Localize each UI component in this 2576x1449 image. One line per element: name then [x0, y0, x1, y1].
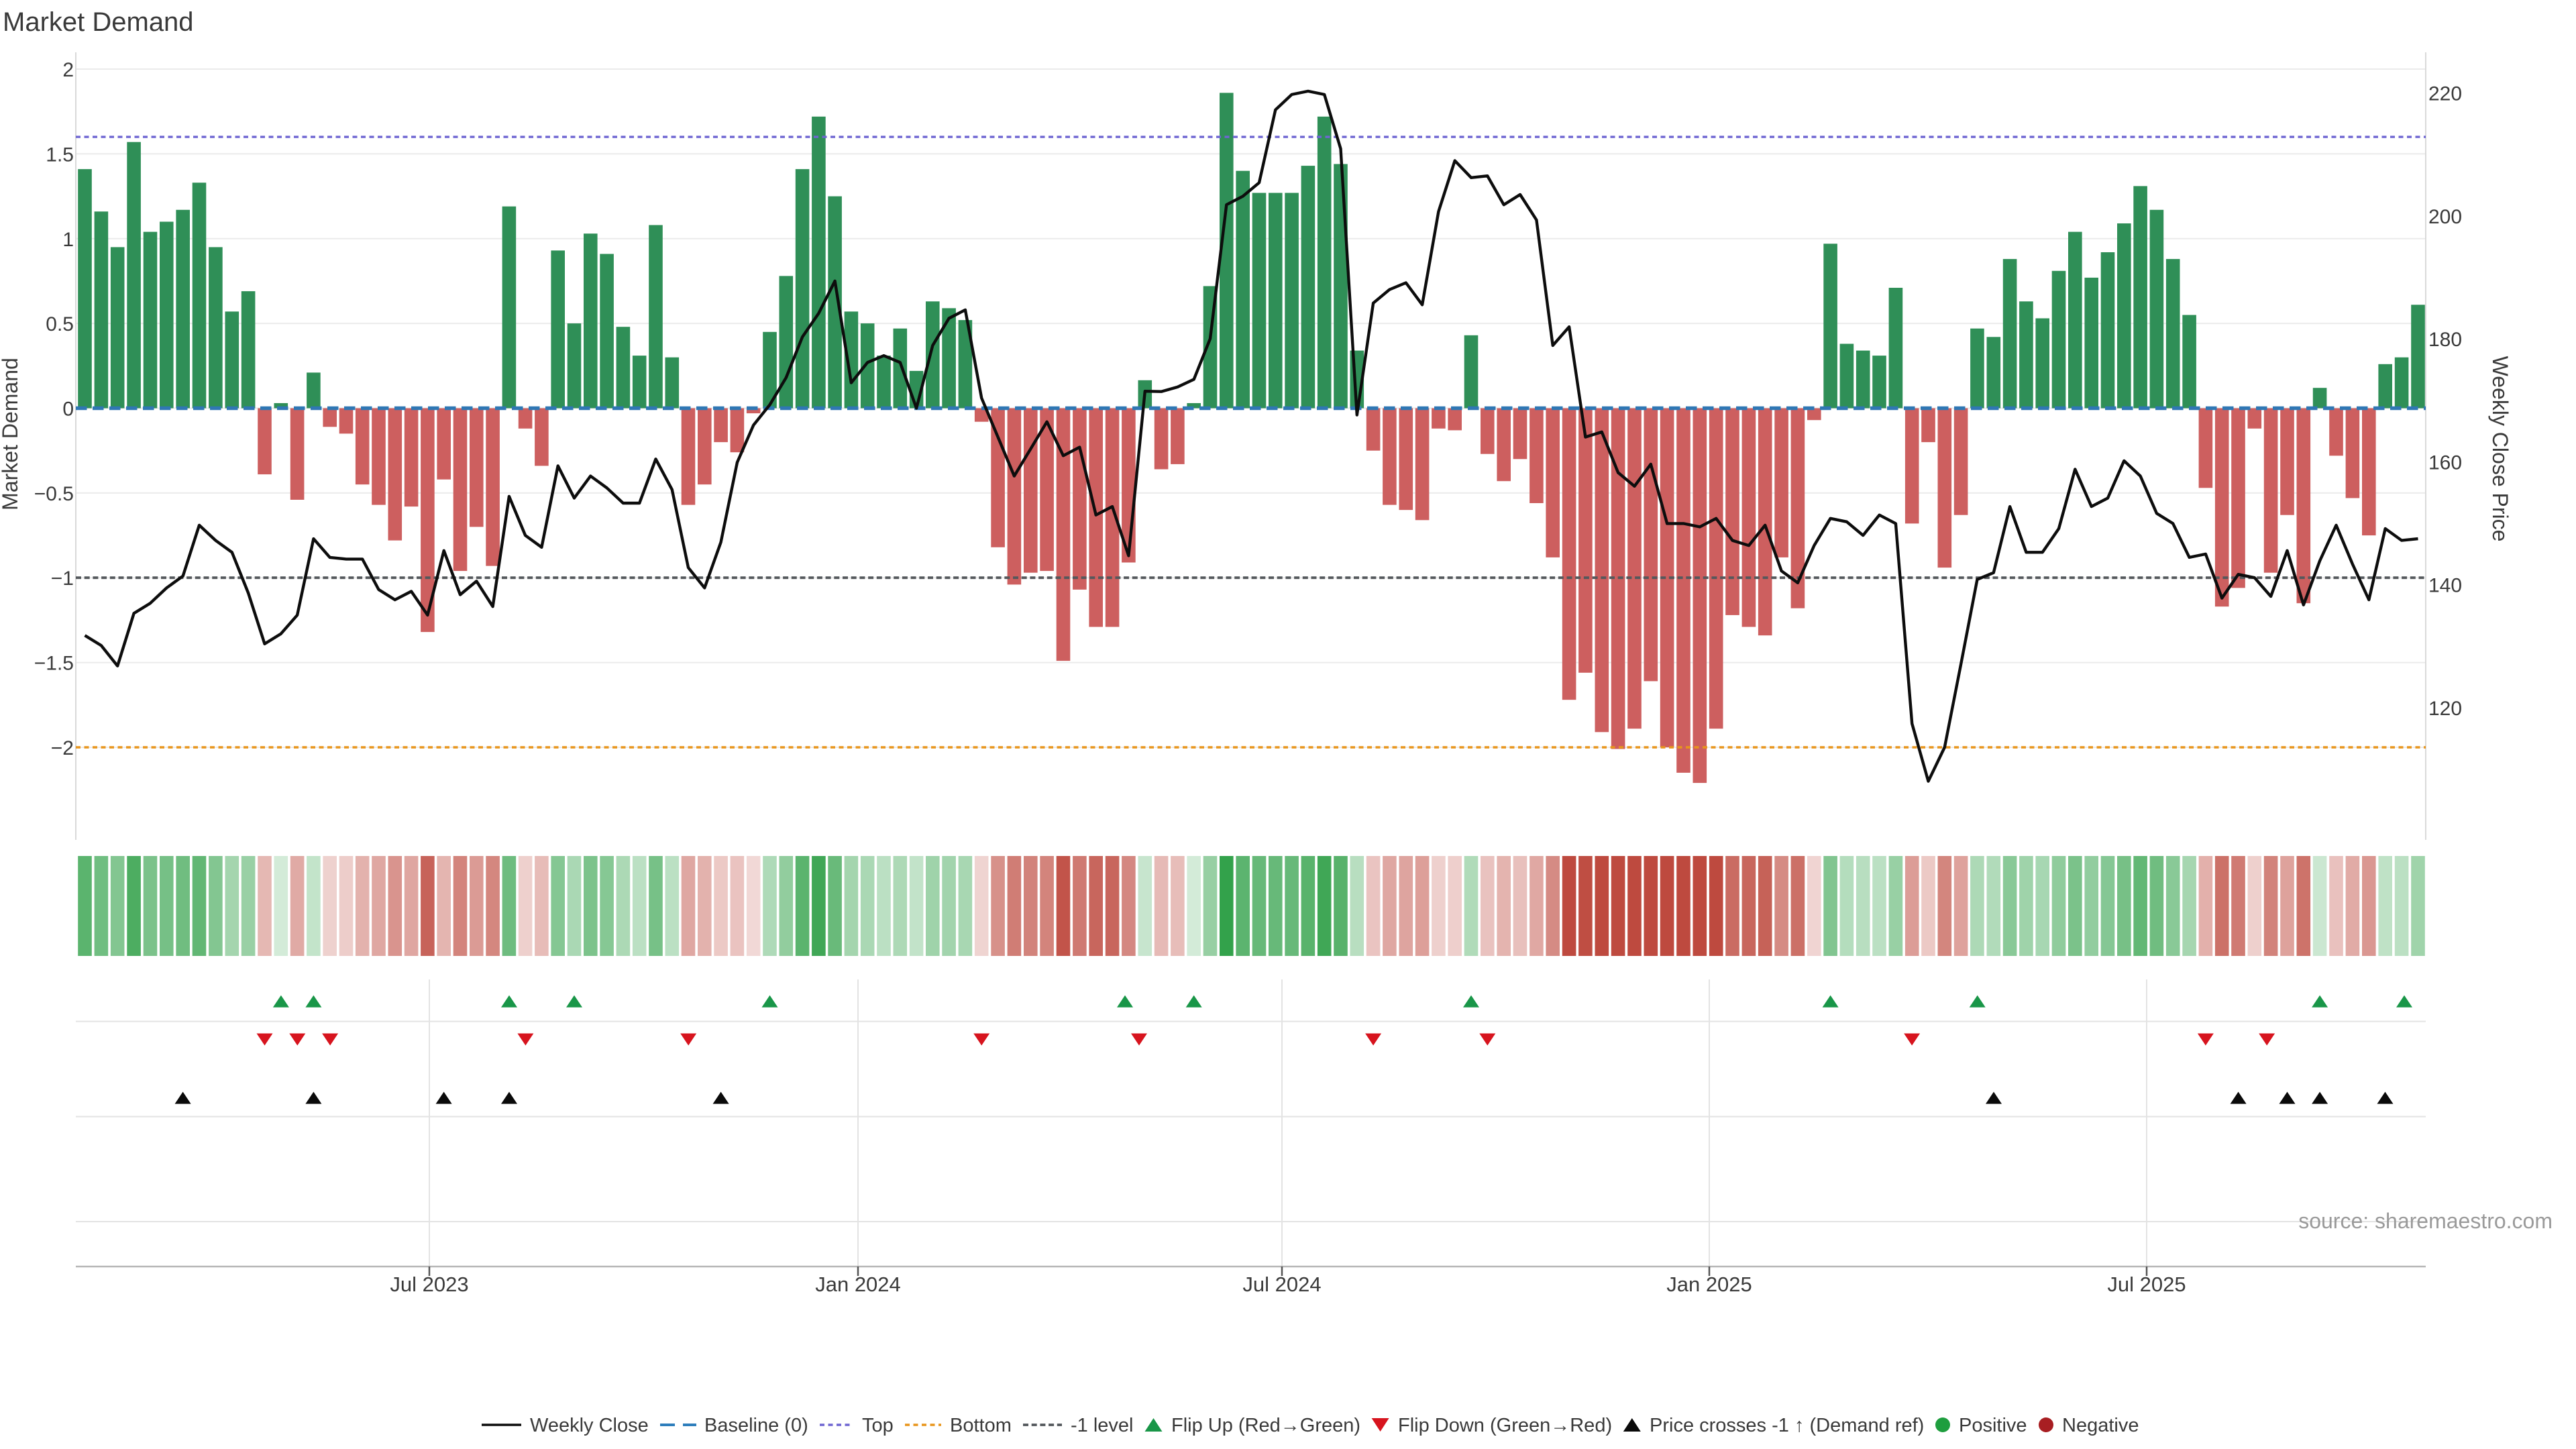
svg-text:−0.5: −0.5 — [34, 483, 74, 505]
svg-text:Jul 2024: Jul 2024 — [1242, 1273, 1321, 1296]
svg-text:220: 220 — [2428, 83, 2462, 105]
svg-text:Weekly Close Price: Weekly Close Price — [2488, 356, 2512, 542]
svg-text:Market Demand: Market Demand — [0, 358, 22, 511]
svg-text:0: 0 — [62, 398, 74, 421]
svg-text:Jul 2025: Jul 2025 — [2107, 1273, 2186, 1296]
svg-text:120: 120 — [2428, 698, 2462, 720]
svg-text:−2: −2 — [51, 737, 74, 759]
svg-text:Price crosses -1 ↑ (Demand ref: Price crosses -1 ↑ (Demand ref) — [1650, 1415, 1924, 1436]
svg-text:180: 180 — [2428, 329, 2462, 351]
svg-text:source: sharemaestro.com: source: sharemaestro.com — [2298, 1209, 2553, 1233]
svg-text:Baseline (0): Baseline (0) — [704, 1415, 808, 1436]
svg-text:Jan 2024: Jan 2024 — [815, 1273, 901, 1296]
svg-text:1.5: 1.5 — [46, 144, 74, 166]
svg-text:Jul 2023: Jul 2023 — [390, 1273, 468, 1296]
svg-text:Market Demand: Market Demand — [3, 7, 194, 37]
svg-text:Positive: Positive — [1959, 1415, 2027, 1436]
svg-text:Flip Up (Red→Green): Flip Up (Red→Green) — [1171, 1415, 1360, 1436]
svg-text:160: 160 — [2428, 451, 2462, 474]
svg-text:−1.5: −1.5 — [34, 653, 74, 675]
svg-text:1: 1 — [62, 229, 74, 251]
svg-text:Bottom: Bottom — [950, 1415, 1012, 1436]
svg-text:Jan 2025: Jan 2025 — [1666, 1273, 1752, 1296]
svg-text:-1 level: -1 level — [1071, 1415, 1134, 1436]
svg-text:200: 200 — [2428, 206, 2462, 228]
svg-text:2: 2 — [62, 59, 74, 81]
svg-text:140: 140 — [2428, 575, 2462, 597]
svg-text:0.5: 0.5 — [46, 313, 74, 335]
svg-text:−1: −1 — [51, 568, 74, 590]
svg-text:Weekly Close: Weekly Close — [530, 1415, 649, 1436]
svg-text:Negative: Negative — [2062, 1415, 2139, 1436]
svg-text:Top: Top — [862, 1415, 894, 1436]
svg-text:Flip Down (Green→Red): Flip Down (Green→Red) — [1398, 1415, 1612, 1436]
